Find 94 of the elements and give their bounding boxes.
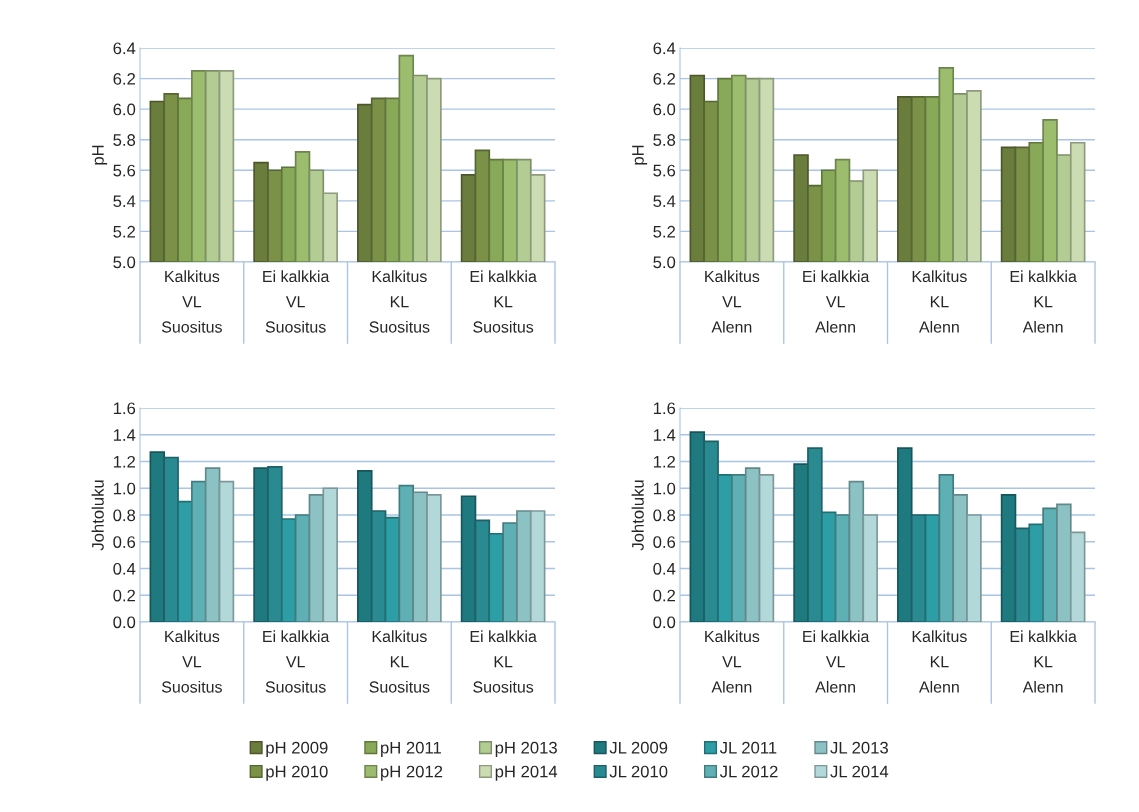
bar [204,467,221,622]
x-tick-label: Ei kalkkia VL Alenn [803,270,870,333]
bar [322,487,338,622]
y-tick-label: 0.4 [113,562,136,575]
x-tick-label: Kalkitus VL Suositus [161,270,222,333]
bar [191,480,207,622]
bar [820,511,837,622]
bar [280,518,297,622]
legend-label: JL 2014 [830,765,889,778]
y-tick-label: 0.8 [653,509,676,522]
y-tick-label: 0.6 [113,536,136,548]
bar [1042,507,1058,622]
bar [384,516,401,622]
bar [488,532,504,622]
bar [1028,523,1044,622]
legend-label: pH 2013 [495,741,557,757]
x-tick-label: Kalkitus KL Alenn [912,630,967,693]
bar [294,514,311,622]
x-tick-label: Kalkitus KL Suositus [369,270,430,333]
legend-label: pH 2011 [381,741,441,757]
y-axis-title: Johtoluku [631,480,644,551]
y-tick-label: 0.2 [113,589,135,602]
x-tick-label: Ei kalkkia KL Alenn [1010,630,1077,693]
bar [426,494,442,622]
y-tick-label: 5.0 [113,256,136,269]
x-tick-label: Kalkitus VL Alenn [705,630,760,693]
y-tick-label: 6.2 [653,72,675,85]
bar [1069,531,1086,622]
y-tick-label: 5.2 [653,225,675,238]
bar [966,514,982,622]
y-tick-label: 1.2 [653,455,675,468]
x-tick-label: Kalkitus KL Suositus [369,630,430,693]
x-tick-label: Ei kalkkia KL Alenn [1010,270,1077,333]
bar [924,514,941,622]
y-axis-title: Johtoluku [91,480,104,551]
y-tick-label: 1.2 [113,455,135,468]
y-tick-label: 1.6 [653,402,676,415]
x-tick-label: Kalkitus VL Suositus [161,630,222,693]
y-tick-label: 5.6 [653,164,676,177]
bar [731,474,747,622]
x-tick-label: Ei kalkkia VL Suositus [263,270,330,333]
legend-label: JL 2009 [609,741,668,754]
y-tick-label: 5.0 [653,256,676,269]
y-tick-label: 0.6 [653,536,676,548]
y-tick-label: 6.2 [113,72,135,85]
legend-label: JL 2012 [719,765,778,778]
bar [717,474,733,622]
y-tick-label: 6.4 [653,42,676,55]
y-tick-label: 0.4 [653,562,676,575]
x-tick-label: Ei kalkkia KL Suositus [470,270,537,333]
y-axis-title: pH [92,145,108,165]
y-tick-label: 1.4 [113,429,136,441]
y-tick-label: 0.2 [653,589,675,602]
bar [516,510,532,622]
y-tick-label: 5.4 [113,195,136,208]
y-tick-label: 6.0 [653,103,676,116]
y-axis-title: pH [632,145,648,165]
y-tick-label: 5.6 [113,164,136,177]
bar [1056,503,1072,622]
y-tick-label: 5.8 [113,134,136,146]
x-tick-label: Ei kalkkia VL Suositus [263,630,330,693]
y-tick-label: 5.4 [653,195,676,208]
bar [834,514,851,622]
legend-label: pH 2014 [495,765,558,781]
y-tick-label: 0.0 [653,616,676,629]
y-tick-label: 1.6 [113,402,136,415]
bar [218,480,235,622]
legend-label: pH 2012 [381,765,443,781]
x-tick-label: Ei kalkkia VL Alenn [803,630,870,693]
bar [412,491,428,622]
y-tick-label: 0.0 [113,616,136,629]
legend-label: JL 2011 [719,741,777,754]
y-tick-label: 6.4 [113,42,136,55]
bar [952,494,968,622]
y-tick-label: 6.0 [113,103,136,116]
y-tick-label: 1.0 [653,482,676,495]
y-tick-label: 5.2 [113,225,135,238]
x-tick-label: Kalkitus KL Alenn [912,270,967,333]
bar [862,514,878,622]
y-tick-label: 5.8 [653,134,676,146]
legend-label: JL 2013 [830,741,888,754]
bar [744,467,761,622]
bar [529,510,546,622]
y-tick-label: 0.8 [113,509,136,522]
legend-label: pH 2010 [266,765,328,781]
y-tick-label: 1.0 [113,482,136,495]
y-tick-label: 1.4 [653,429,676,441]
bar [177,500,193,622]
x-tick-label: Kalkitus VL Alenn [705,270,760,333]
legend-label: pH 2009 [266,741,328,757]
legend-label: JL 2010 [609,765,668,778]
bar [502,522,518,622]
x-tick-label: Ei kalkkia KL Suositus [470,630,537,693]
bar [758,474,775,622]
